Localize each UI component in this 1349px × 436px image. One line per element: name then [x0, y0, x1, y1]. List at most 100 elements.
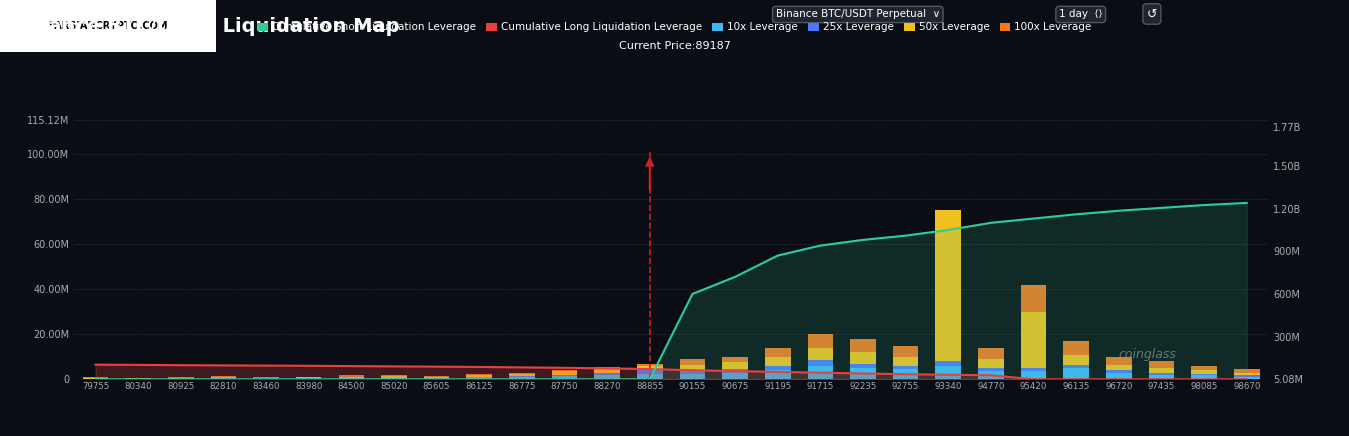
- Bar: [467, 374, 492, 379]
- Bar: [382, 378, 407, 379]
- Bar: [637, 370, 662, 379]
- Bar: [765, 370, 791, 379]
- Bar: [808, 366, 834, 379]
- Bar: [935, 361, 960, 379]
- Bar: [850, 368, 876, 379]
- Bar: [509, 374, 534, 379]
- Bar: [1106, 357, 1132, 379]
- Bar: [680, 374, 706, 379]
- Bar: [1191, 370, 1217, 379]
- Bar: [1063, 368, 1089, 379]
- Bar: [339, 375, 364, 379]
- Bar: [552, 375, 577, 379]
- Bar: [1234, 375, 1260, 379]
- Bar: [82, 378, 108, 379]
- Bar: [82, 378, 108, 379]
- Bar: [295, 377, 321, 379]
- Bar: [1191, 366, 1217, 379]
- Bar: [1149, 372, 1174, 379]
- Bar: [595, 368, 621, 379]
- Bar: [893, 366, 919, 379]
- Bar: [637, 374, 662, 379]
- Bar: [509, 377, 534, 379]
- Bar: [424, 377, 449, 379]
- Bar: [1106, 370, 1132, 379]
- Bar: [637, 364, 662, 379]
- Bar: [1021, 312, 1047, 379]
- Bar: [680, 359, 706, 379]
- Bar: [978, 371, 1004, 379]
- Bar: [1106, 372, 1132, 379]
- Bar: [765, 357, 791, 379]
- Text: Binance BTC/USDT Liquidation Map: Binance BTC/USDT Liquidation Map: [13, 17, 401, 37]
- Bar: [1149, 368, 1174, 379]
- Legend: Cumulative Short Liquidation Leverage, Cumulative Long Liquidation Leverage, 10x: Cumulative Short Liquidation Leverage, C…: [254, 18, 1095, 37]
- Text: coinglass: coinglass: [1118, 347, 1176, 361]
- Bar: [169, 377, 194, 379]
- Bar: [1063, 341, 1089, 379]
- Bar: [1191, 374, 1217, 379]
- Bar: [1021, 371, 1047, 379]
- Bar: [978, 348, 1004, 379]
- Bar: [552, 376, 577, 379]
- Bar: [339, 377, 364, 379]
- Bar: [1063, 354, 1089, 379]
- Bar: [210, 377, 236, 379]
- Bar: [424, 378, 449, 379]
- Bar: [339, 378, 364, 379]
- Text: Binance BTC/USDT Perpetual  ∨: Binance BTC/USDT Perpetual ∨: [776, 10, 940, 20]
- Bar: [295, 378, 321, 379]
- Bar: [722, 362, 747, 379]
- Bar: [1021, 368, 1047, 379]
- Bar: [722, 369, 747, 379]
- Bar: [254, 378, 279, 379]
- Bar: [254, 378, 279, 379]
- Bar: [82, 377, 108, 379]
- Bar: [169, 378, 194, 379]
- Bar: [1106, 364, 1132, 379]
- Text: Current Price:89187: Current Price:89187: [619, 41, 730, 51]
- Bar: [1234, 377, 1260, 379]
- Bar: [808, 360, 834, 379]
- Bar: [552, 371, 577, 379]
- Bar: [382, 375, 407, 379]
- Bar: [595, 372, 621, 379]
- Text: ↺: ↺: [1147, 7, 1157, 20]
- Bar: [467, 377, 492, 379]
- Bar: [295, 377, 321, 379]
- Bar: [1149, 375, 1174, 379]
- Bar: [1234, 369, 1260, 379]
- Bar: [467, 375, 492, 379]
- Bar: [680, 370, 706, 379]
- Bar: [765, 348, 791, 379]
- Bar: [1021, 285, 1047, 379]
- Bar: [295, 378, 321, 379]
- Bar: [424, 378, 449, 379]
- Bar: [935, 366, 960, 379]
- Bar: [595, 367, 621, 379]
- Bar: [680, 364, 706, 379]
- Bar: [850, 364, 876, 379]
- Bar: [509, 376, 534, 379]
- Bar: [424, 376, 449, 379]
- Bar: [382, 376, 407, 379]
- Text: 1 day  ⟨⟩: 1 day ⟨⟩: [1059, 10, 1102, 20]
- Bar: [125, 378, 151, 379]
- Bar: [722, 372, 747, 379]
- Bar: [978, 359, 1004, 379]
- Bar: [850, 352, 876, 379]
- Bar: [254, 377, 279, 379]
- Bar: [765, 366, 791, 379]
- Bar: [978, 368, 1004, 379]
- Bar: [210, 376, 236, 379]
- Bar: [893, 357, 919, 379]
- Bar: [935, 211, 960, 379]
- Bar: [382, 378, 407, 379]
- Bar: [210, 378, 236, 379]
- Bar: [595, 375, 621, 379]
- Bar: [722, 357, 747, 379]
- Bar: [1191, 375, 1217, 379]
- Bar: [1234, 372, 1260, 379]
- Bar: [467, 377, 492, 379]
- Bar: [850, 339, 876, 379]
